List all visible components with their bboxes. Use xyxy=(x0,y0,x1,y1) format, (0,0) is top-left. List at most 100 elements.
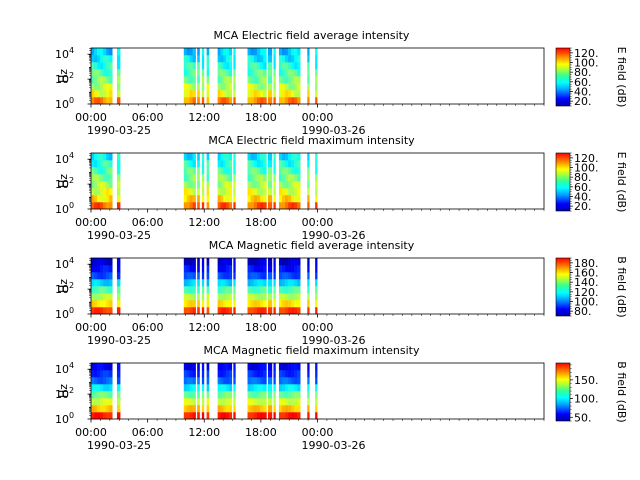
spectrogram-cell xyxy=(294,97,298,105)
spectrogram-cell xyxy=(315,83,318,91)
spectrogram-cell xyxy=(109,391,113,399)
spectrogram-cell xyxy=(273,83,276,91)
spectrogram-cell xyxy=(297,391,301,399)
spectrogram-cell xyxy=(106,377,110,385)
spectrogram-cell xyxy=(294,265,298,273)
spectrogram-cell xyxy=(189,48,193,56)
spectrogram-cell xyxy=(94,405,98,413)
spectrogram-cell xyxy=(260,307,264,315)
spectrogram-cell xyxy=(247,307,251,315)
spectrogram-cell xyxy=(217,279,221,287)
x-tick-label: 18:00 xyxy=(245,216,277,229)
spectrogram-cell xyxy=(100,293,104,301)
y-tick-exponent: 0 xyxy=(69,411,74,420)
spectrogram-cell xyxy=(192,384,196,392)
spectrogram-cell xyxy=(250,370,255,378)
spectrogram-cell xyxy=(109,83,113,91)
spectrogram-cell xyxy=(247,370,251,378)
spectrogram-cell xyxy=(273,76,276,84)
spectrogram-cell xyxy=(192,398,196,406)
spectrogram-cell xyxy=(106,55,110,63)
spectrogram-cell xyxy=(201,76,205,84)
spectrogram-cell xyxy=(206,405,210,413)
spectrogram-cell xyxy=(106,265,110,273)
spectrogram-cell xyxy=(103,90,107,98)
spectrogram-cell xyxy=(273,405,276,413)
spectrogram-cell xyxy=(315,90,318,98)
spectrogram-cell xyxy=(91,398,95,406)
spectrogram-data xyxy=(91,363,318,420)
spectrogram-cell xyxy=(315,97,318,105)
spectrogram-cell xyxy=(288,272,292,280)
spectrogram-cell xyxy=(256,160,261,168)
spectrogram-cell xyxy=(247,286,251,294)
spectrogram-cell xyxy=(91,90,95,98)
spectrogram-cell xyxy=(260,181,264,189)
y-tick-label: 10 xyxy=(55,203,69,216)
spectrogram-cell xyxy=(97,398,101,406)
spectrogram-cell xyxy=(91,377,95,385)
spectrogram-cell xyxy=(223,188,227,196)
y-tick-exponent: 2 xyxy=(69,386,74,395)
spectrogram-cell xyxy=(307,83,310,91)
spectrogram-cell xyxy=(220,307,224,315)
spectrogram-cell xyxy=(250,62,255,70)
spectrogram-cell xyxy=(285,286,289,294)
x-tick-label: 00:00 xyxy=(302,216,334,229)
spectrogram-cell xyxy=(278,202,283,210)
spectrogram-cell xyxy=(253,391,258,399)
spectrogram-cell xyxy=(217,384,221,392)
spectrogram-cell xyxy=(285,97,289,105)
spectrogram-cell xyxy=(260,391,264,399)
spectrogram-cell xyxy=(100,181,104,189)
y-tick-exponent: 4 xyxy=(69,46,74,55)
spectrogram-cell xyxy=(97,363,101,371)
spectrogram-cell xyxy=(197,48,200,56)
spectrogram-cell xyxy=(263,195,267,203)
spectrogram-cell xyxy=(91,272,95,280)
spectrogram-cell xyxy=(103,153,107,161)
spectrogram-cell xyxy=(291,412,295,420)
spectrogram-cell xyxy=(288,202,292,210)
x-tick-label: 00:00 xyxy=(302,111,334,124)
spectrogram-cell xyxy=(197,167,200,175)
spectrogram-cell xyxy=(291,398,295,406)
spectrogram-cell xyxy=(189,307,193,315)
spectrogram-cell xyxy=(116,69,121,77)
spectrogram-cell xyxy=(189,160,193,168)
spectrogram-cell xyxy=(297,181,301,189)
spectrogram-cell xyxy=(223,286,227,294)
spectrogram-cell xyxy=(233,293,236,301)
spectrogram-cell xyxy=(260,286,264,294)
spectrogram-cell xyxy=(100,265,104,273)
spectrogram-cell xyxy=(106,279,110,287)
spectrogram-cell xyxy=(256,370,261,378)
spectrogram-cell xyxy=(192,160,196,168)
spectrogram-cell xyxy=(307,279,310,287)
x-tick-label: 00:00 xyxy=(302,321,334,334)
spectrogram-cell xyxy=(220,167,224,175)
x-date-label: 1990-03-26 xyxy=(302,334,366,347)
spectrogram-cell xyxy=(186,265,190,273)
spectrogram-cell xyxy=(250,293,255,301)
spectrogram-cell xyxy=(186,69,190,77)
spectrogram-cell xyxy=(247,90,251,98)
spectrogram-cell xyxy=(109,195,113,203)
spectrogram-cell xyxy=(94,188,98,196)
spectrogram-cell xyxy=(247,48,251,56)
spectrogram-cell xyxy=(201,405,205,413)
spectrogram-cell xyxy=(250,412,255,420)
spectrogram-cell xyxy=(197,377,200,385)
spectrogram-cell xyxy=(260,412,264,420)
spectrogram-cell xyxy=(228,384,233,392)
spectrogram-cell xyxy=(253,293,258,301)
panel-title: MCA Magnetic field average intensity xyxy=(209,239,415,252)
spectrogram-cell xyxy=(273,300,276,308)
spectrogram-cell xyxy=(186,293,190,301)
spectrogram-cell xyxy=(267,384,273,392)
spectrogram-cell xyxy=(250,83,255,91)
spectrogram-cell xyxy=(278,76,283,84)
spectrogram-cell xyxy=(197,412,200,420)
spectrogram-cell xyxy=(223,174,227,182)
spectrogram-cell xyxy=(192,167,196,175)
